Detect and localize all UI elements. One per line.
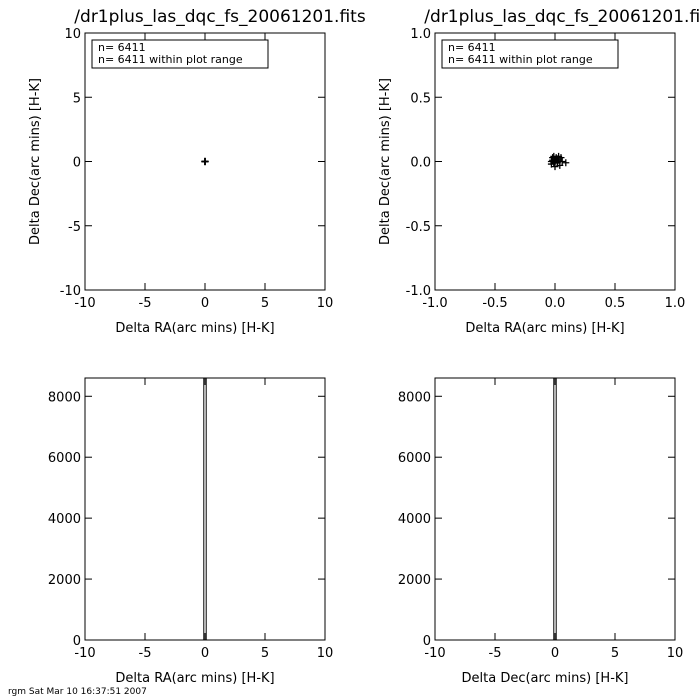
y-axis-label: Delta Dec(arc mins) [H-K] (378, 78, 393, 245)
y-tick-label: 0.5 (410, 91, 431, 106)
y-tick-label: -5 (68, 220, 81, 235)
legend-entry: n= 6411 within plot range (98, 53, 243, 66)
x-tick-label: 0 (201, 296, 209, 311)
legend-entry: n= 6411 (448, 41, 496, 54)
x-axis-label: Delta Dec(arc mins) [H-K] (462, 671, 629, 686)
x-tick-label: -5 (139, 296, 152, 311)
x-tick-label: -10 (74, 646, 95, 661)
x-tick-label: -5 (489, 646, 502, 661)
x-axis-label: Delta RA(arc mins) [H-K] (115, 321, 274, 336)
y-tick-label: 2000 (48, 573, 81, 588)
x-tick-label: 0 (551, 646, 559, 661)
data-point (555, 156, 563, 164)
data-point (558, 158, 566, 165)
y-tick-label: -0.5 (406, 220, 431, 235)
plot-frame (84, 377, 326, 641)
y-tick-label: 6000 (48, 451, 81, 466)
histogram-line (435, 377, 675, 641)
x-tick-label: 5 (611, 646, 619, 661)
panel-1: -10 -5 0 5 10 -10 -5 0 5 10/dr1plus_las_dqc_fs_20… (28, 7, 366, 336)
panel-3: -10 -5 0 5 10 0 2000 4000 6000 8000 Delta RA(arc m… (48, 377, 334, 686)
y-tick-label: 0.0 (410, 156, 431, 171)
y-tick-label: 4000 (398, 512, 431, 527)
y-axis-label: Delta Dec(arc mins) [H-K] (28, 78, 43, 245)
x-tick-label: -5 (139, 646, 152, 661)
plot-frame (434, 377, 676, 641)
y-tick-label: -1.0 (406, 284, 431, 299)
legend-box (441, 39, 619, 69)
legend-entry: n= 6411 (98, 41, 146, 54)
histogram-line (85, 377, 325, 641)
x-tick-label: -1.0 (422, 296, 447, 311)
x-axis-label: Delta RA(arc mins) [H-K] (465, 321, 624, 336)
data-point (551, 163, 559, 171)
data-point (556, 161, 564, 169)
x-tick-label: 10 (317, 296, 334, 311)
x-tick-label: -10 (424, 646, 445, 661)
data-point (562, 159, 570, 167)
y-tick-label: 0 (73, 156, 81, 171)
y-tick-label: 2000 (398, 573, 431, 588)
y-tick-label: 4000 (48, 512, 81, 527)
x-tick-label: 10 (317, 646, 334, 661)
legend-box (91, 39, 269, 69)
data-point (547, 158, 555, 165)
y-tick-label: 1.0 (410, 27, 431, 42)
panel-4: -10 -5 0 5 10 0 2000 4000 6000 8000 Delta Dec(arc … (398, 377, 684, 686)
x-tick-label: 0.5 (605, 296, 626, 311)
chart-title: /dr1plus_las_dqc_fs_20061201.fits (424, 7, 700, 27)
x-tick-label: 0.0 (545, 296, 566, 311)
x-tick-label: 5 (261, 296, 269, 311)
y-tick-label: 6000 (398, 451, 431, 466)
x-tick-label: 5 (261, 646, 269, 661)
panel-2: -1.0 -0.5 0.0 0.5 1.0 -1.0 -0.5 0.0 0.5 1.0/dr1pl… (378, 7, 700, 336)
y-tick-label: 10 (64, 27, 81, 42)
y-tick-label: 8000 (398, 390, 431, 405)
footer-timestamp: rgm Sat Mar 10 16:37:51 2007 (8, 687, 147, 697)
data-point (549, 154, 557, 162)
chart-title: /dr1plus_las_dqc_fs_20061201.fits (74, 7, 366, 27)
y-tick-label: -10 (60, 284, 81, 299)
legend-entry: n= 6411 within plot range (448, 53, 593, 66)
x-tick-label: 1.0 (665, 296, 686, 311)
y-tick-label: 8000 (48, 390, 81, 405)
data-point (553, 155, 561, 163)
y-tick-label: 0 (423, 634, 431, 649)
x-tick-label: -0.5 (482, 296, 507, 311)
data-point (201, 157, 209, 165)
x-tick-label: 0 (201, 646, 209, 661)
y-tick-label: 0 (73, 634, 81, 649)
y-tick-label: 5 (73, 91, 81, 106)
x-axis-label: Delta RA(arc mins) [H-K] (115, 671, 274, 686)
x-tick-label: 10 (667, 646, 684, 661)
x-tick-label: -10 (74, 296, 95, 311)
